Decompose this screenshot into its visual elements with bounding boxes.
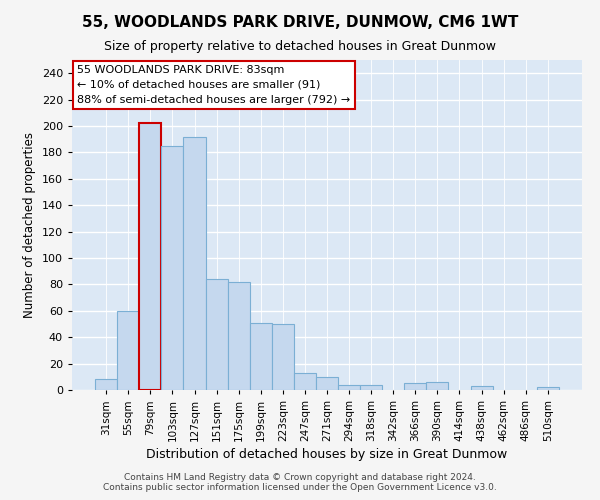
Bar	[294, 373, 316, 390]
Bar	[404, 384, 427, 390]
Bar	[316, 377, 338, 390]
Bar	[227, 282, 250, 390]
Bar	[272, 324, 294, 390]
Bar	[117, 311, 139, 390]
Bar	[427, 382, 448, 390]
Bar	[537, 388, 559, 390]
Bar	[470, 386, 493, 390]
Y-axis label: Number of detached properties: Number of detached properties	[23, 132, 36, 318]
Bar	[338, 384, 360, 390]
Bar	[250, 322, 272, 390]
Text: 55 WOODLANDS PARK DRIVE: 83sqm
← 10% of detached houses are smaller (91)
88% of : 55 WOODLANDS PARK DRIVE: 83sqm ← 10% of …	[77, 65, 350, 104]
Bar	[139, 124, 161, 390]
X-axis label: Distribution of detached houses by size in Great Dunmow: Distribution of detached houses by size …	[146, 448, 508, 461]
Bar	[161, 146, 184, 390]
Bar	[184, 136, 206, 390]
Text: 55, WOODLANDS PARK DRIVE, DUNMOW, CM6 1WT: 55, WOODLANDS PARK DRIVE, DUNMOW, CM6 1W…	[82, 15, 518, 30]
Bar	[95, 380, 117, 390]
Text: Contains HM Land Registry data © Crown copyright and database right 2024.
Contai: Contains HM Land Registry data © Crown c…	[103, 473, 497, 492]
Bar	[206, 279, 227, 390]
Bar	[360, 384, 382, 390]
Text: Size of property relative to detached houses in Great Dunmow: Size of property relative to detached ho…	[104, 40, 496, 53]
